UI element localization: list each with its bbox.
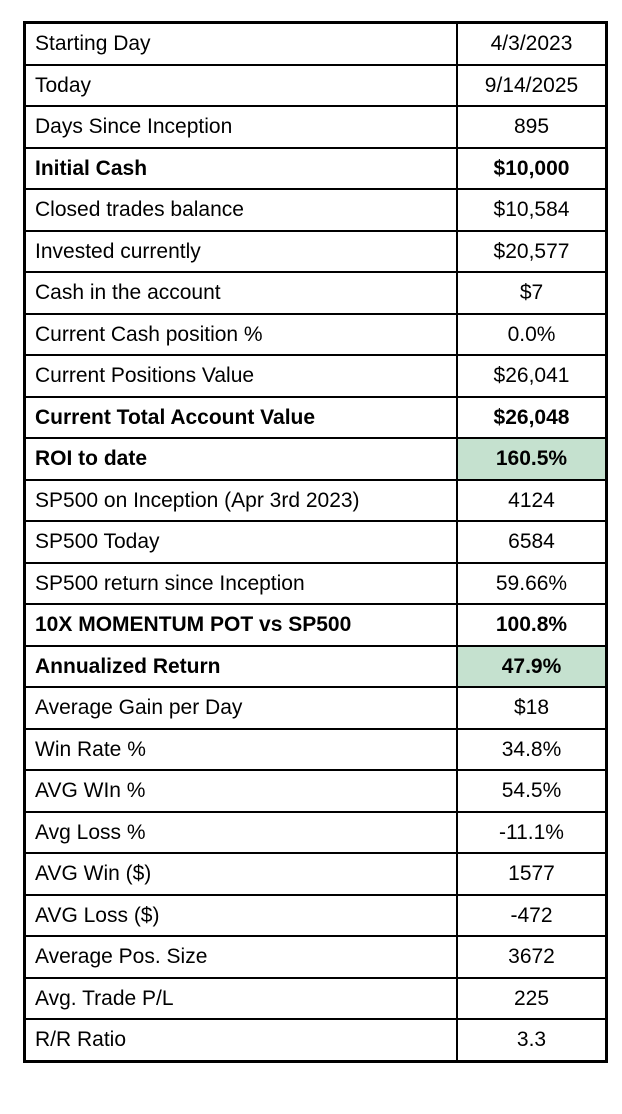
metric-value: 225 xyxy=(456,976,608,1020)
metric-label: Current Cash position % xyxy=(23,312,458,356)
metric-label: 10X MOMENTUM POT vs SP500 xyxy=(23,603,458,647)
table-row: Starting Day 4/3/2023 xyxy=(23,21,608,66)
metric-value: 100.8% xyxy=(456,603,608,647)
metric-label: SP500 return since Inception xyxy=(23,561,458,605)
table-row: Initial Cash $10,000 xyxy=(23,146,608,190)
metric-value: 3672 xyxy=(456,935,608,979)
metric-label: Annualized Return xyxy=(23,644,458,688)
table-row: AVG Win ($) 1577 xyxy=(23,852,608,896)
table-row: Cash in the account $7 xyxy=(23,271,608,315)
metric-label: Initial Cash xyxy=(23,146,458,190)
metric-label: Starting Day xyxy=(23,21,458,66)
table-row: Today 9/14/2025 xyxy=(23,63,608,107)
metric-label: R/R Ratio xyxy=(23,1018,458,1062)
metric-value: 47.9% xyxy=(456,644,608,688)
metric-label: Current Total Account Value xyxy=(23,395,458,439)
metric-label: Current Positions Value xyxy=(23,354,458,398)
metric-label: Average Pos. Size xyxy=(23,935,458,979)
table-row: AVG Loss ($) -472 xyxy=(23,893,608,937)
metric-label: Average Gain per Day xyxy=(23,686,458,730)
table-row: Avg. Trade P/L 225 xyxy=(23,976,608,1020)
metric-value: 3.3 xyxy=(456,1018,608,1062)
metric-label: AVG Loss ($) xyxy=(23,893,458,937)
table-row: Annualized Return 47.9% xyxy=(23,644,608,688)
metric-value: $26,041 xyxy=(456,354,608,398)
table-row: SP500 on Inception (Apr 3rd 2023) 4124 xyxy=(23,478,608,522)
table-row: Days Since Inception 895 xyxy=(23,105,608,149)
table-row: Average Pos. Size 3672 xyxy=(23,935,608,979)
metric-value: 54.5% xyxy=(456,769,608,813)
stats-table-body: Starting Day 4/3/2023 Today 9/14/2025 Da… xyxy=(23,21,608,1062)
metric-value: 59.66% xyxy=(456,561,608,605)
metric-value: 6584 xyxy=(456,520,608,564)
metric-label: Invested currently xyxy=(23,229,458,273)
metric-label: Cash in the account xyxy=(23,271,458,315)
metric-label: AVG Win ($) xyxy=(23,852,458,896)
metric-label: Today xyxy=(23,63,458,107)
metric-value: -11.1% xyxy=(456,810,608,854)
table-row: Invested currently $20,577 xyxy=(23,229,608,273)
table-row: 10X MOMENTUM POT vs SP500 100.8% xyxy=(23,603,608,647)
metric-value: 0.0% xyxy=(456,312,608,356)
table-row: Current Positions Value $26,041 xyxy=(23,354,608,398)
table-row: Current Cash position % 0.0% xyxy=(23,312,608,356)
metric-value: $7 xyxy=(456,271,608,315)
metric-label: Closed trades balance xyxy=(23,188,458,232)
metric-value: 34.8% xyxy=(456,727,608,771)
table-row: Current Total Account Value $26,048 xyxy=(23,395,608,439)
metric-label: Win Rate % xyxy=(23,727,458,771)
metric-value: 9/14/2025 xyxy=(456,63,608,107)
metric-value: 160.5% xyxy=(456,437,608,481)
metric-label: SP500 Today xyxy=(23,520,458,564)
table-row: Average Gain per Day $18 xyxy=(23,686,608,730)
table-row: Avg Loss % -11.1% xyxy=(23,810,608,854)
performance-stats-table: Starting Day 4/3/2023 Today 9/14/2025 Da… xyxy=(23,21,608,1063)
table-row: R/R Ratio 3.3 xyxy=(23,1018,608,1062)
metric-value: 895 xyxy=(456,105,608,149)
metric-label: Avg. Trade P/L xyxy=(23,976,458,1020)
metric-value: $26,048 xyxy=(456,395,608,439)
metric-label: Days Since Inception xyxy=(23,105,458,149)
table-row: Closed trades balance $10,584 xyxy=(23,188,608,232)
metric-value: -472 xyxy=(456,893,608,937)
metric-value: $20,577 xyxy=(456,229,608,273)
metric-value: 4/3/2023 xyxy=(456,21,608,66)
metric-label: Avg Loss % xyxy=(23,810,458,854)
table-row: Win Rate % 34.8% xyxy=(23,727,608,771)
metric-label: AVG WIn % xyxy=(23,769,458,813)
metric-label: ROI to date xyxy=(23,437,458,481)
table-row: SP500 return since Inception 59.66% xyxy=(23,561,608,605)
metric-value: 1577 xyxy=(456,852,608,896)
metric-value: $10,000 xyxy=(456,146,608,190)
table-row: ROI to date 160.5% xyxy=(23,437,608,481)
table-row: AVG WIn % 54.5% xyxy=(23,769,608,813)
metric-value: 4124 xyxy=(456,478,608,522)
table-row: SP500 Today 6584 xyxy=(23,520,608,564)
metric-value: $10,584 xyxy=(456,188,608,232)
metric-value: $18 xyxy=(456,686,608,730)
metric-label: SP500 on Inception (Apr 3rd 2023) xyxy=(23,478,458,522)
